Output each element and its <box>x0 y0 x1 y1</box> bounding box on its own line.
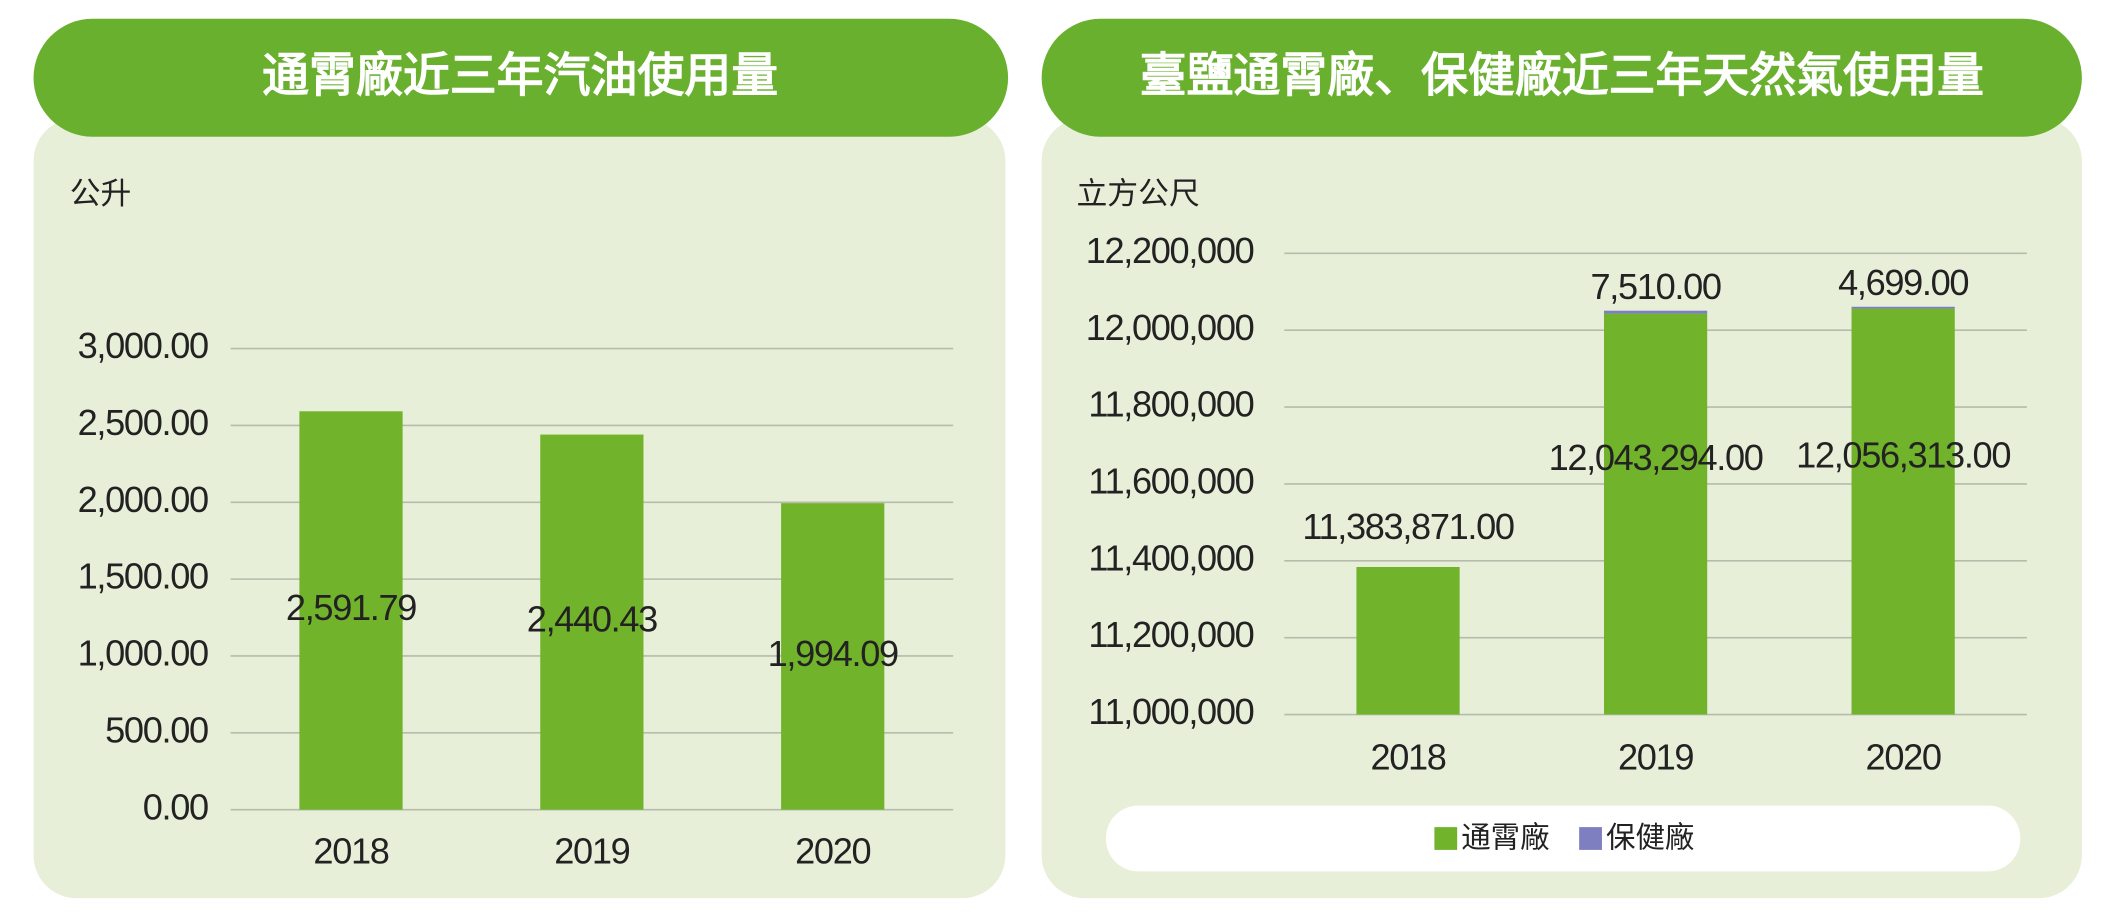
legend-label: 通霄廠 <box>1461 821 1549 855</box>
data-label: 7,510.00 <box>1591 266 1721 307</box>
x-tick-label: 2018 <box>313 830 388 871</box>
bar <box>299 411 403 810</box>
x-tick-label: 2020 <box>795 830 870 871</box>
y-tick-label: 12,200,000 <box>1086 230 1254 271</box>
legend-box <box>1105 805 2021 872</box>
data-label: 2,440.43 <box>527 599 657 640</box>
x-tick-label: 2019 <box>554 830 629 871</box>
y-tick-label: 2,000.00 <box>78 479 208 520</box>
title-pill <box>1041 18 2082 137</box>
data-label: 1,994.09 <box>768 633 898 674</box>
panel <box>1041 117 2082 899</box>
bar-segment <box>1356 566 1460 715</box>
y-tick-label: 1,000.00 <box>78 633 208 674</box>
y-tick-label: 2,500.00 <box>78 402 208 443</box>
title-pill <box>33 18 1009 137</box>
panel <box>33 117 1006 899</box>
y-tick-label: 12,000,000 <box>1086 307 1254 348</box>
y-tick-label: 11,400,000 <box>1088 537 1253 578</box>
data-label: 11,383,871.00 <box>1302 506 1514 547</box>
legend-swatch <box>1579 827 1602 850</box>
x-tick-label: 2019 <box>1618 737 1693 778</box>
chart-title: 臺鹽通霄廠、保健廠近三年天然氣使用量 <box>1140 49 1984 104</box>
bar <box>781 503 885 810</box>
bar-segment <box>1851 308 1955 715</box>
legend-swatch <box>1434 827 1458 850</box>
bar-segment <box>1603 313 1708 715</box>
axis-label: 立方公尺 <box>1076 176 1199 212</box>
data-label: 2,591.79 <box>286 587 416 628</box>
bar <box>540 434 644 810</box>
y-tick-label: 11,600,000 <box>1088 461 1253 502</box>
bar-segment <box>1851 306 1955 309</box>
y-tick-label: 3,000.00 <box>78 325 208 366</box>
data-label: 12,043,294.00 <box>1549 437 1763 478</box>
y-tick-label: 11,200,000 <box>1088 614 1253 655</box>
data-label: 12,056,313.00 <box>1796 434 2010 475</box>
y-tick-label: 0.00 <box>143 786 208 827</box>
axis-label: 公升 <box>70 176 132 212</box>
x-tick-label: 2018 <box>1370 737 1445 778</box>
legend-label: 保健廠 <box>1606 821 1694 855</box>
y-tick-label: 11,800,000 <box>1088 384 1253 425</box>
x-tick-label: 2020 <box>1866 737 1941 778</box>
y-tick-label: 1,500.00 <box>78 556 208 597</box>
y-tick-label: 11,000,000 <box>1088 691 1253 732</box>
bar-segment <box>1603 310 1708 314</box>
y-tick-label: 500.00 <box>105 709 208 750</box>
chart-title: 通霄廠近三年汽油使用量 <box>262 49 778 104</box>
data-label: 4,699.00 <box>1838 262 1968 303</box>
